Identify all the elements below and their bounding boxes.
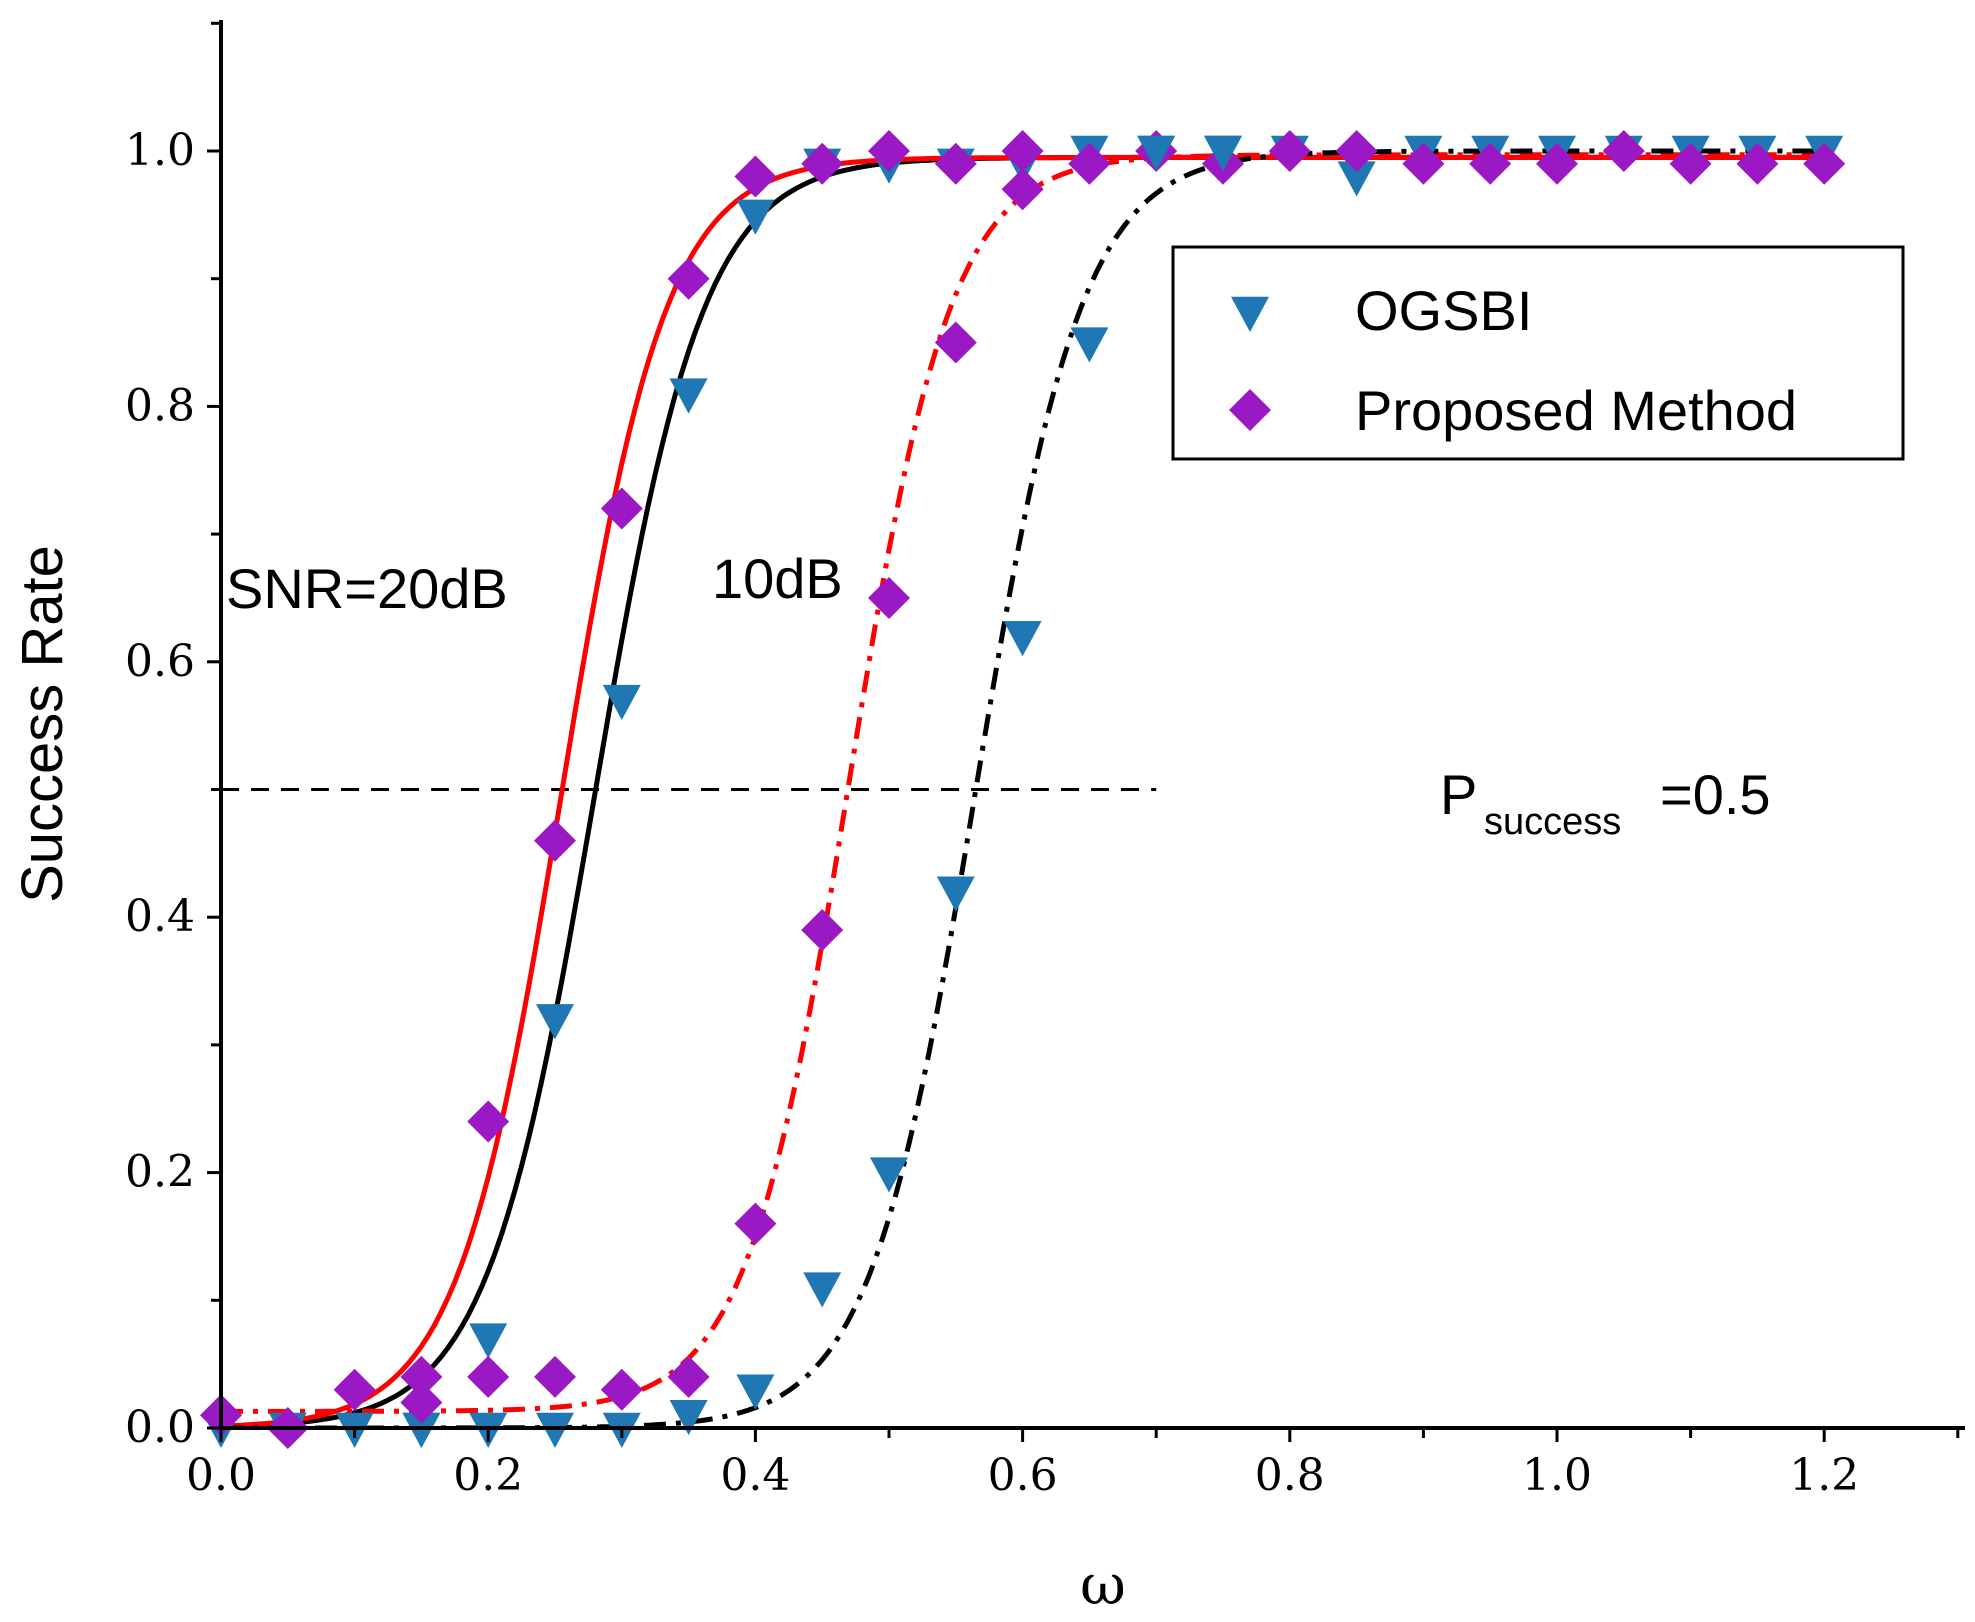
x-tick-label: 0.0 (186, 1450, 256, 1501)
marker-proposed (333, 1368, 376, 1411)
marker-ogsbi (536, 1004, 574, 1040)
marker-proposed (734, 1202, 777, 1245)
x-tick-label: 0.8 (1255, 1450, 1325, 1501)
x-tick-label: 0.2 (453, 1450, 523, 1501)
y-ticks: 0.0 0.2 0.4 0.6 0.8 1.0 (125, 21, 221, 1453)
marker-ogsbi (736, 199, 775, 235)
x-tick-label: 0.4 (720, 1450, 790, 1501)
marker-proposed (1669, 142, 1712, 185)
marker-proposed (1736, 142, 1779, 185)
legend-label-ogsbi: OGSBI (1355, 279, 1532, 342)
marker-proposed (801, 142, 844, 185)
legend-diamond-icon (1229, 389, 1271, 431)
marker-proposed (934, 142, 977, 185)
y-tick-label: 1.0 (125, 125, 195, 176)
marker-proposed (868, 576, 910, 619)
marker-proposed (1469, 142, 1512, 185)
marker-proposed (600, 487, 643, 530)
marker-proposed (1001, 130, 1044, 172)
marker-proposed (734, 155, 777, 198)
marker-ogsbi (402, 1412, 441, 1448)
annotation-snr10: 10dB (712, 547, 843, 610)
y-tick-label: 0.6 (125, 636, 195, 687)
marker-proposed (934, 321, 977, 364)
marker-ogsbi (669, 378, 708, 414)
marker-proposed (467, 1100, 510, 1143)
marker-ogsbi (1204, 135, 1242, 171)
x-tick-label: 0.6 (988, 1450, 1058, 1501)
marker-proposed (467, 1355, 510, 1398)
annotation-snr20: SNR=20dB (226, 557, 508, 620)
marker-ogsbi (669, 1400, 708, 1436)
marker-ogsbi (736, 1374, 775, 1410)
marker-proposed (868, 130, 910, 172)
y-tick-label: 0.4 (125, 891, 195, 942)
x-tick-label: 1.2 (1789, 1450, 1859, 1501)
marker-proposed (600, 1368, 643, 1411)
y-axis-label: Success Rate (10, 545, 75, 903)
x-ticks: 0.0 0.2 0.4 0.6 0.8 1.0 1.2 (186, 1428, 1960, 1501)
y-tick-label: 0.0 (125, 1402, 195, 1453)
threshold-label-value: =0.5 (1660, 763, 1771, 826)
marker-ogsbi (1070, 327, 1109, 363)
marker-ogsbi (469, 1323, 508, 1359)
marker-proposed (1402, 142, 1445, 185)
data-markers (200, 130, 1846, 1449)
marker-proposed (1268, 130, 1311, 172)
marker-ogsbi (602, 684, 641, 721)
marker-ogsbi (1337, 161, 1376, 197)
marker-proposed (801, 908, 844, 951)
y-tick-label: 0.8 (125, 380, 195, 431)
marker-proposed (1803, 142, 1846, 185)
marker-ogsbi (936, 876, 975, 912)
legend-box (1171, 245, 1905, 461)
marker-ogsbi (803, 1272, 842, 1308)
legend-marker-proposed (1229, 389, 1271, 431)
legend-label-proposed: Proposed Method (1355, 379, 1797, 442)
marker-proposed (667, 257, 710, 300)
annotation-threshold: P success =0.5 (1440, 763, 1771, 843)
marker-ogsbi (1003, 621, 1042, 657)
marker-proposed (1602, 130, 1645, 172)
marker-proposed (1001, 168, 1044, 211)
marker-proposed (667, 1355, 710, 1398)
threshold-label-subscript: success (1484, 801, 1621, 843)
marker-ogsbi (1137, 135, 1176, 171)
marker-proposed (400, 1381, 443, 1424)
marker-proposed (400, 1355, 443, 1398)
marker-proposed (534, 819, 576, 862)
legend-marker-ogsbi (1231, 296, 1269, 332)
axes (219, 20, 1965, 1430)
threshold-label-main: P (1440, 763, 1477, 826)
legend: OGSBI Proposed Method (1171, 245, 1905, 461)
x-tick-label: 1.0 (1522, 1450, 1592, 1501)
legend-triangle-icon (1231, 296, 1269, 332)
marker-proposed (1536, 142, 1578, 185)
marker-ogsbi (870, 1157, 908, 1193)
x-axis-label: ω (1080, 1553, 1126, 1618)
y-tick-label: 0.2 (125, 1147, 195, 1198)
marker-proposed (534, 1355, 576, 1398)
marker-ogsbi (536, 1412, 574, 1448)
marker-proposed (1068, 142, 1111, 185)
marker-proposed (1335, 130, 1378, 172)
